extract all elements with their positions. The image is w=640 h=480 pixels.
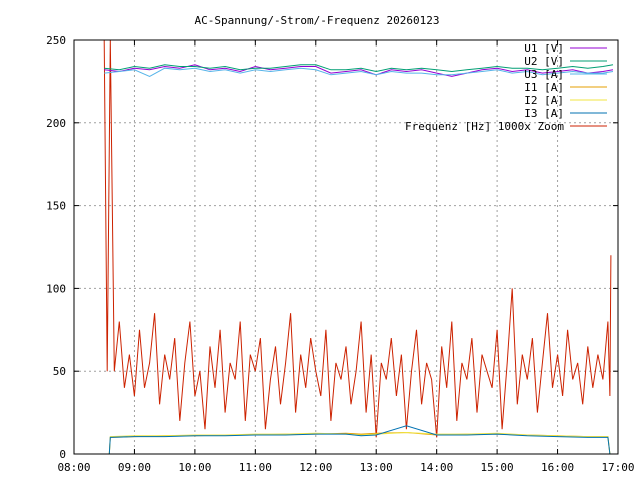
series-line-1 (104, 64, 614, 73)
series-lines (103, 39, 614, 455)
x-tick-label: 09:00 (118, 461, 151, 474)
x-tick-label: 11:00 (239, 461, 272, 474)
legend: U1 [V]U2 [V]U3 [A]I1 [A]I2 [A]I3 [A]Freq… (405, 42, 607, 133)
chart-title: AC-Spannung/-Strom/-Frequenz 20260123 (194, 14, 439, 27)
legend-label: I3 [A] (524, 107, 564, 120)
legend-label: Frequenz [Hz] 1000x Zoom (405, 120, 564, 133)
series-line-2 (104, 67, 614, 77)
x-tick-label: 16:00 (541, 461, 574, 474)
series-line-0 (104, 64, 614, 77)
y-tick-label: 100 (46, 282, 66, 295)
series-line-6 (103, 39, 612, 438)
y-tick-label: 150 (46, 200, 66, 213)
legend-label: U3 [A] (524, 68, 564, 81)
axis-ticks: 08:00 09:00 10:00 11:00 12:00 13:00 14:00 15:00… (46, 34, 634, 474)
x-tick-label: 12:00 (299, 461, 332, 474)
grid (74, 40, 618, 454)
x-tick-label: 17:00 (601, 461, 634, 474)
x-tick-label: 08:00 (57, 461, 90, 474)
y-tick-label: 250 (46, 34, 66, 47)
x-tick-label: 13:00 (360, 461, 393, 474)
x-tick-label: 10:00 (178, 461, 211, 474)
x-tick-label: 14:00 (420, 461, 453, 474)
y-tick-label: 50 (53, 365, 66, 378)
y-tick-label: 0 (59, 448, 66, 461)
legend-label: U2 [V] (524, 55, 564, 68)
legend-label: U1 [V] (524, 42, 564, 55)
x-tick-label: 15:00 (481, 461, 514, 474)
y-tick-label: 200 (46, 117, 66, 130)
legend-label: I1 [A] (524, 81, 564, 94)
legend-label: I2 [A] (524, 94, 564, 107)
series-line-5 (104, 425, 611, 455)
plot-frame (73, 39, 619, 455)
